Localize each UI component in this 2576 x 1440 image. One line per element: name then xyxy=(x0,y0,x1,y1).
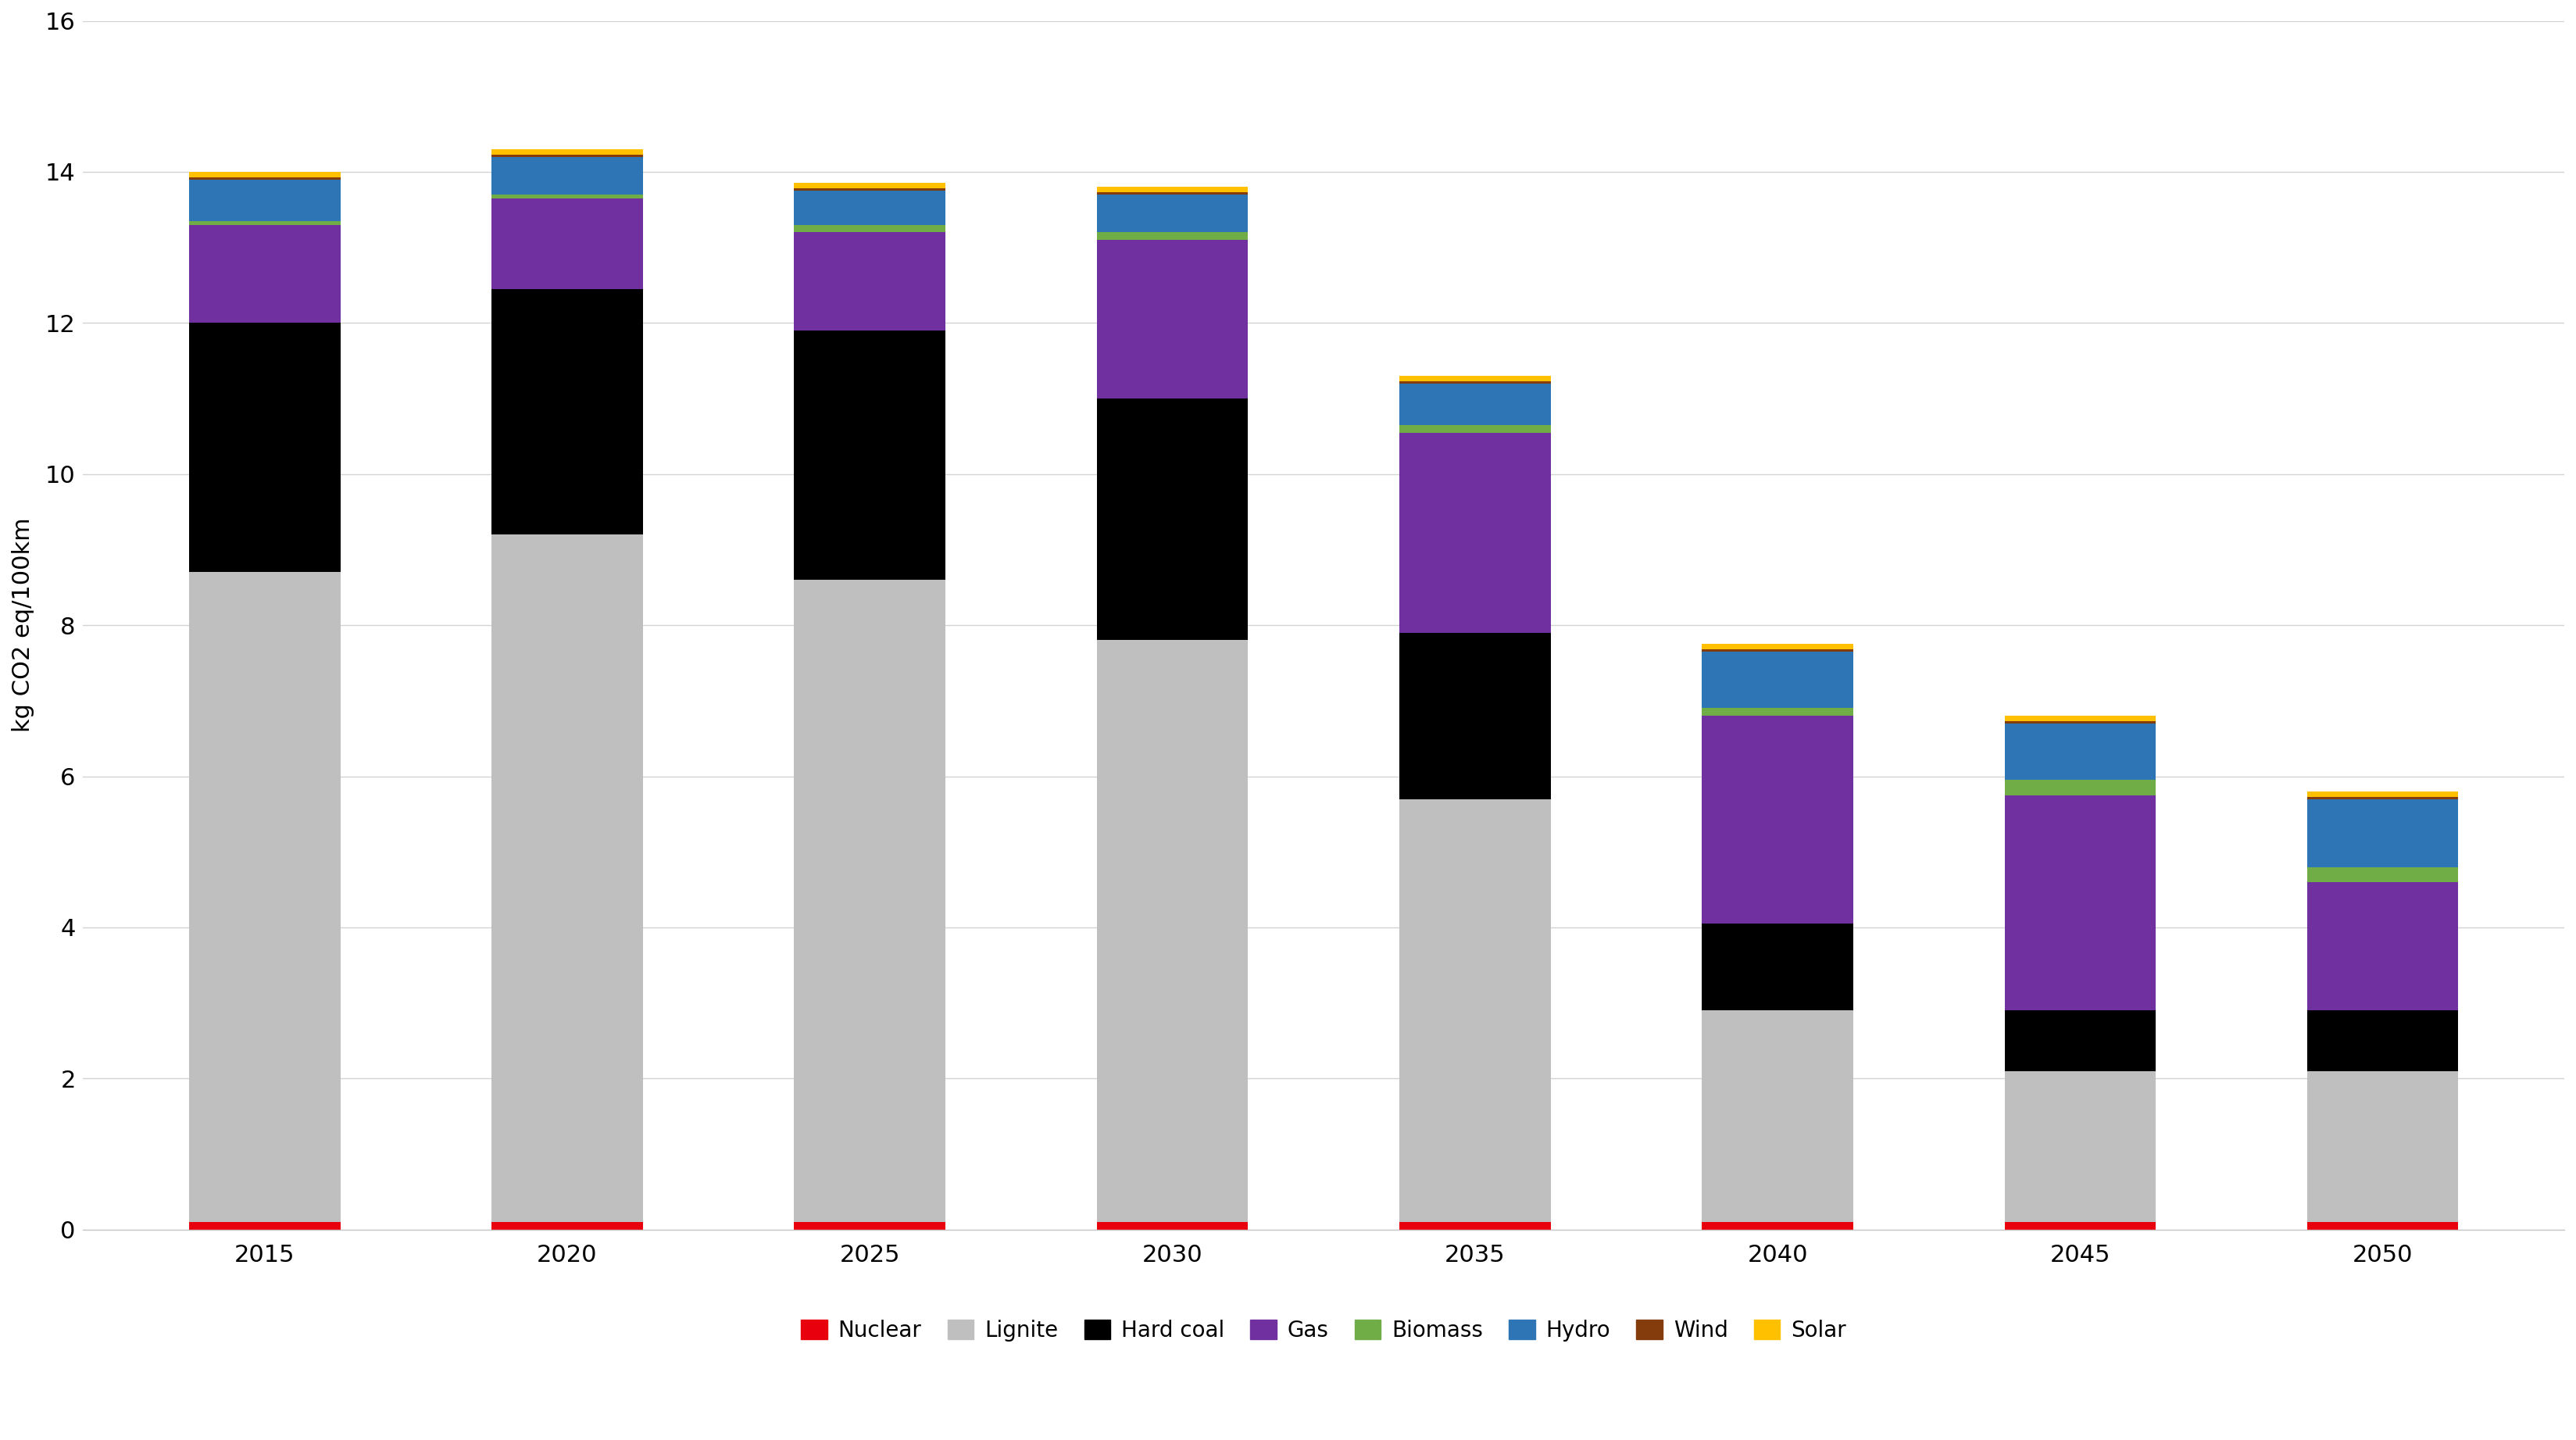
Bar xyxy=(2004,1071,2156,1223)
Bar xyxy=(1097,192,1247,194)
Bar xyxy=(1399,382,1551,383)
Bar xyxy=(793,225,945,232)
Legend: Nuclear, Lignite, Hard coal, Gas, Biomass, Hydro, Wind, Solar: Nuclear, Lignite, Hard coal, Gas, Biomas… xyxy=(796,1313,1852,1348)
Bar xyxy=(2004,1223,2156,1230)
Bar xyxy=(793,331,945,580)
Bar xyxy=(2308,792,2458,796)
Bar xyxy=(1703,716,1852,923)
Bar xyxy=(2004,723,2156,780)
Bar xyxy=(1703,649,1852,651)
Bar xyxy=(1097,187,1247,192)
Bar xyxy=(1399,425,1551,432)
Bar xyxy=(2308,1071,2458,1223)
Bar xyxy=(2308,799,2458,867)
Bar xyxy=(492,199,644,289)
Bar xyxy=(188,220,340,225)
Bar xyxy=(2004,795,2156,1011)
Bar xyxy=(1703,1011,1852,1223)
Bar xyxy=(1097,1223,1247,1230)
Bar xyxy=(793,1223,945,1230)
Bar xyxy=(1097,399,1247,641)
Bar xyxy=(492,1223,644,1230)
Bar xyxy=(2308,1011,2458,1071)
Bar xyxy=(492,157,644,194)
Bar xyxy=(1097,232,1247,240)
Bar xyxy=(1703,923,1852,1011)
Bar xyxy=(1703,1223,1852,1230)
Bar xyxy=(1399,383,1551,425)
Bar xyxy=(793,183,945,189)
Bar xyxy=(2308,1223,2458,1230)
Bar xyxy=(2004,780,2156,795)
Bar xyxy=(2308,883,2458,1011)
Bar xyxy=(2308,867,2458,883)
Bar xyxy=(492,154,644,157)
Bar xyxy=(1097,240,1247,399)
Bar xyxy=(1097,641,1247,1223)
Bar xyxy=(1703,708,1852,716)
Bar xyxy=(793,189,945,190)
Bar xyxy=(492,194,644,199)
Bar xyxy=(2004,721,2156,723)
Bar xyxy=(1703,651,1852,708)
Bar xyxy=(492,150,644,154)
Bar xyxy=(188,177,340,180)
Y-axis label: kg CO2 eq/100km: kg CO2 eq/100km xyxy=(13,518,33,733)
Bar xyxy=(1399,376,1551,382)
Bar xyxy=(793,190,945,225)
Bar xyxy=(1399,1223,1551,1230)
Bar xyxy=(492,289,644,534)
Bar xyxy=(188,1223,340,1230)
Bar xyxy=(1097,194,1247,232)
Bar xyxy=(793,580,945,1223)
Bar xyxy=(1399,799,1551,1223)
Bar xyxy=(188,180,340,220)
Bar xyxy=(1399,432,1551,632)
Bar xyxy=(188,572,340,1223)
Bar xyxy=(492,534,644,1223)
Bar xyxy=(2004,1011,2156,1071)
Bar xyxy=(1399,632,1551,799)
Bar xyxy=(2308,796,2458,799)
Bar xyxy=(1703,644,1852,649)
Bar xyxy=(188,323,340,572)
Bar xyxy=(793,232,945,331)
Bar xyxy=(2004,716,2156,721)
Bar xyxy=(188,225,340,323)
Bar xyxy=(188,171,340,177)
